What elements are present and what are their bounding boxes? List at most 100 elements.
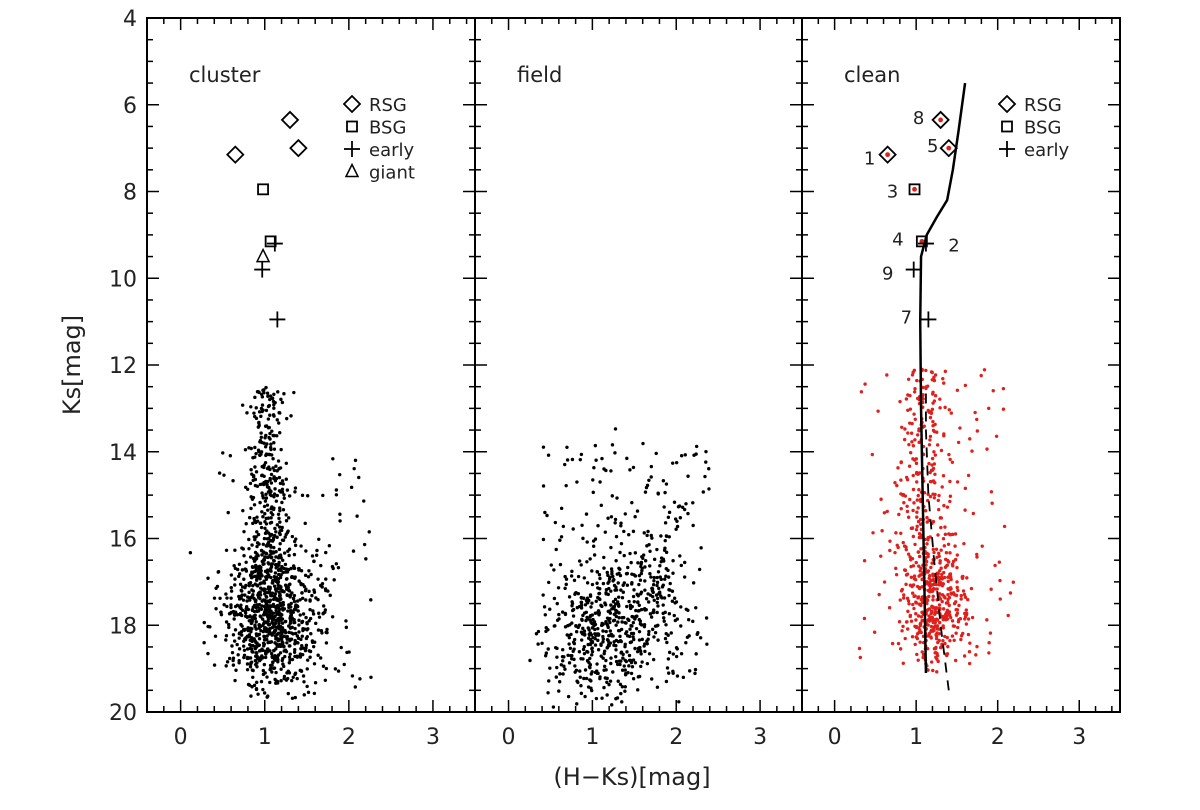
data-point [214, 586, 218, 590]
data-point [858, 655, 863, 660]
data-point [269, 481, 274, 485]
data-point [932, 550, 936, 555]
data-point [905, 572, 910, 576]
data-point [629, 671, 634, 676]
data-point [964, 608, 969, 612]
data-point [291, 564, 296, 568]
data-point [566, 694, 571, 699]
data-point [299, 569, 304, 573]
data-point [673, 618, 678, 623]
data-point [910, 591, 915, 595]
data-point [656, 492, 660, 496]
data-point [287, 644, 292, 648]
data-point [224, 664, 228, 668]
data-point [636, 600, 640, 604]
data-point [314, 596, 318, 600]
data-point [230, 644, 234, 648]
data-point [937, 569, 942, 573]
data-point [279, 634, 283, 638]
data-point [202, 620, 206, 625]
data-point [336, 669, 341, 673]
data-point [558, 538, 562, 542]
data-point [674, 654, 679, 659]
data-point [248, 481, 253, 486]
data-point [263, 598, 267, 602]
data-point [261, 623, 265, 627]
data-point [273, 487, 277, 491]
data-point [589, 605, 593, 609]
data-point [907, 464, 912, 468]
data-point [267, 485, 271, 490]
data-point [317, 615, 322, 619]
legend-giant-marker [344, 162, 360, 178]
data-point [257, 623, 261, 627]
data-point [258, 500, 262, 505]
data-point [900, 629, 904, 633]
data-point [540, 641, 544, 646]
data-point [973, 410, 977, 415]
data-point [961, 631, 965, 636]
data-point [917, 564, 921, 568]
data-point [639, 652, 643, 656]
data-point [623, 668, 627, 672]
data-point [249, 495, 253, 499]
data-point [629, 640, 634, 644]
data-point [271, 457, 275, 461]
data-point [661, 479, 666, 483]
data-point [282, 551, 287, 555]
data-point [946, 579, 950, 584]
data-point [931, 620, 935, 625]
data-point [262, 642, 266, 646]
data-point [945, 635, 949, 640]
data-point [667, 510, 672, 515]
data-point [953, 532, 958, 536]
data-point [959, 593, 963, 598]
data-point [270, 562, 275, 566]
data-point [357, 475, 361, 480]
data-point [528, 658, 532, 663]
data-point [919, 547, 923, 551]
data-point [655, 547, 659, 552]
star-id-label: 2 [948, 236, 959, 257]
y-tick-label: 20 [109, 701, 137, 726]
data-point [585, 540, 589, 544]
data-point [636, 688, 640, 692]
data-point [625, 604, 629, 609]
data-point [251, 565, 255, 570]
data-point [623, 673, 628, 677]
data-point [251, 521, 255, 526]
data-point [620, 596, 625, 600]
data-point [252, 411, 256, 415]
data-point [917, 554, 922, 559]
data-point [305, 684, 309, 689]
data-point [610, 703, 614, 707]
data-point [646, 632, 651, 637]
data-point [699, 546, 703, 550]
data-point [605, 693, 609, 697]
data-point [282, 493, 286, 497]
data-point [918, 569, 922, 573]
data-point [671, 559, 675, 563]
data-point [625, 571, 629, 576]
data-point [604, 658, 608, 663]
data-point [568, 646, 573, 651]
data-point [288, 582, 292, 586]
data-point [615, 662, 620, 667]
data-point [277, 619, 281, 623]
data-point [932, 399, 937, 403]
data-point [607, 577, 612, 581]
data-point [919, 615, 924, 619]
data-point [333, 667, 338, 671]
scatter-points [857, 367, 1016, 674]
data-point [930, 378, 934, 382]
data-point [277, 411, 281, 415]
data-point [552, 568, 556, 572]
data-point [637, 629, 642, 634]
data-point [579, 630, 584, 634]
data-point [679, 454, 684, 458]
data-point [968, 641, 972, 645]
data-point [610, 634, 614, 638]
data-point [929, 636, 933, 640]
data-point [664, 574, 668, 578]
data-point [612, 604, 617, 609]
